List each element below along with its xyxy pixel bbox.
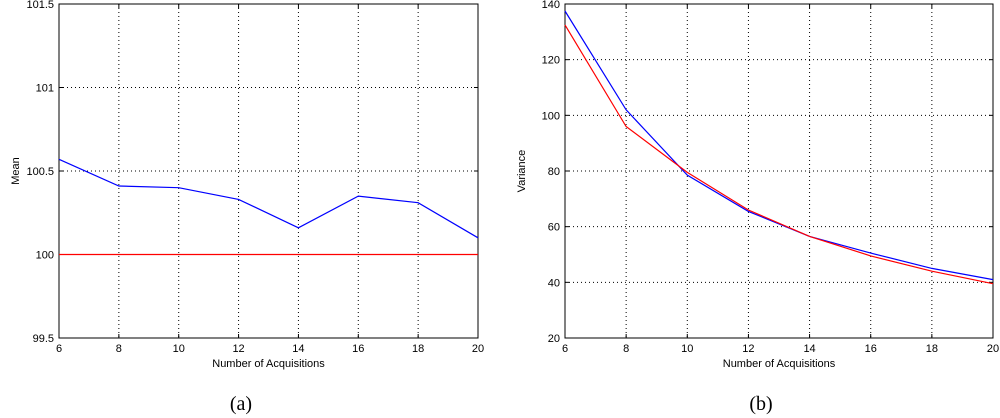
x-tick-label: 16: [352, 343, 364, 355]
ticks-a: 6 8 10 12 14 16 18 20 99.5 100 100.5 101 101.5: [26, 0, 484, 355]
y-tick-label: 60: [548, 222, 560, 234]
x-tick-label: 12: [742, 343, 754, 355]
x-tick-label: 14: [803, 343, 815, 355]
chart-panel-b: 6 8 10 12 14 16 18 20 20 40 60 80 100 120 140 Number o…: [516, 0, 999, 415]
y-tick-label: 100: [542, 110, 560, 122]
grid-b: [565, 4, 993, 338]
caption-b: (b): [749, 393, 772, 415]
ticks-b: 6 8 10 12 14 16 18 20 20 40 60 80 100 120 140: [542, 0, 999, 355]
x-tick-label: 8: [116, 343, 122, 355]
x-axis-label-b: Number of Acquisitions: [723, 358, 836, 370]
x-tick-label: 6: [56, 343, 62, 355]
x-tick-label: 16: [865, 343, 877, 355]
chart-panel-a: 6 8 10 12 14 16 18 20 99.5 100 100.5 101 101.5 Numbe…: [10, 0, 484, 415]
y-tick-label: 101.5: [26, 0, 54, 11]
y-tick-label: 120: [542, 55, 560, 67]
grid-a: [59, 4, 478, 338]
x-tick-label: 14: [292, 343, 304, 355]
x-tick-label: 20: [987, 343, 999, 355]
x-tick-label: 20: [472, 343, 484, 355]
x-tick-label: 6: [562, 343, 568, 355]
y-tick-label: 140: [542, 0, 560, 11]
x-tick-label: 10: [173, 343, 185, 355]
blue-series-line: [58, 158, 479, 239]
series-b: [564, 10, 994, 285]
x-tick-label: 12: [232, 343, 244, 355]
x-tick-label: 18: [926, 343, 938, 355]
x-axis-label-a: Number of Acquisitions: [212, 358, 325, 370]
x-tick-label: 10: [681, 343, 693, 355]
y-tick-label: 80: [548, 166, 560, 178]
y-axis-label-b: Variance: [516, 150, 528, 193]
y-tick-label: 100.5: [26, 166, 54, 178]
y-tick-label: 20: [548, 333, 560, 345]
y-tick-label: 101: [36, 83, 54, 95]
red-series-line: [564, 24, 994, 285]
x-tick-label: 18: [412, 343, 424, 355]
y-tick-label: 40: [548, 277, 560, 289]
blue-series-line: [564, 10, 994, 281]
series-a: [58, 158, 479, 256]
y-axis-label-a: Mean: [10, 157, 22, 185]
y-tick-label: 99.5: [33, 333, 54, 345]
caption-a: (a): [230, 393, 252, 415]
y-tick-label: 100: [36, 250, 54, 262]
x-tick-label: 8: [623, 343, 629, 355]
